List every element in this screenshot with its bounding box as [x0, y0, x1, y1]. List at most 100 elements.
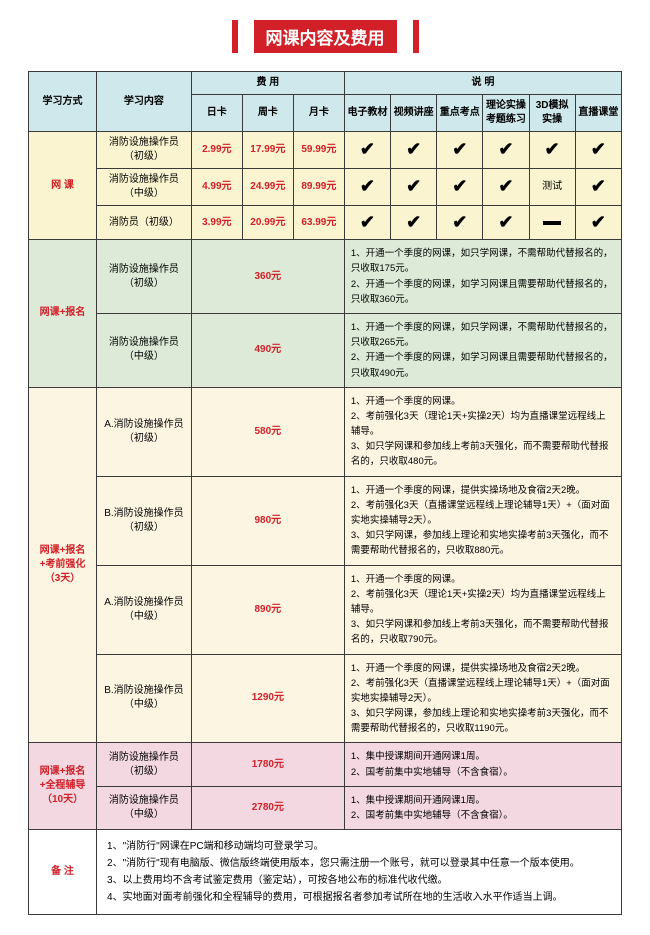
feat-cell: ✔: [344, 206, 390, 240]
hdr-content: 学习内容: [97, 72, 192, 132]
sec1-row: 消防设施操作员（中级）4.99元24.99元89.99元 ✔ ✔ ✔ ✔ 测试 ✔: [29, 169, 622, 206]
table-row: 消防设施操作员（中级）490元1、开通一个季度的网课，如只学网课，不需帮助代替报…: [29, 313, 622, 387]
check-icon: ✔: [360, 210, 375, 235]
table-row: B.消防设施操作员（初级）980元1、开通一个季度的网课，提供实操场地及食宿2天…: [29, 476, 622, 565]
section-label: 网课+报名: [29, 240, 97, 388]
check-icon: ✔: [406, 137, 421, 162]
price-month: 89.99元: [293, 169, 344, 206]
desc-cell: 1、开通一个季度的网课，提供实操场地及食宿2天2晚。 2、考前强化3天（直播课堂…: [344, 476, 621, 565]
check-icon: ✔: [498, 210, 513, 235]
pricing-table: 学习方式 学习内容 费 用 说 明 日卡 周卡 月卡 电子教材 视频讲座 重点考…: [28, 71, 622, 915]
feat-cell: 测试: [529, 169, 575, 206]
feat-cell: ✔: [391, 169, 437, 206]
content-cell: 消防员（初级）: [97, 206, 192, 240]
price-day: 3.99元: [191, 206, 242, 240]
hdr-f3: 理论实操考题练习: [483, 95, 529, 132]
check-icon: ✔: [360, 174, 375, 199]
price-merged: 980元: [191, 476, 344, 565]
desc-cell: 1、开通一个季度的网课。 2、考前强化3天（理论1天+实操2天）均为直播课堂远程…: [344, 565, 621, 654]
sec1-label: 网 课: [29, 132, 97, 240]
check-icon: ✔: [591, 174, 606, 199]
hdr-f1: 视频讲座: [391, 95, 437, 132]
desc-cell: 1、开通一个季度的网课，提供实操场地及食宿2天2晚。 2、考前强化3天（直播课堂…: [344, 654, 621, 743]
title-bar: 网课内容及费用: [28, 20, 622, 53]
section-label: 网课+报名+考前强化（3天）: [29, 387, 97, 743]
price-merged: 1290元: [191, 654, 344, 743]
hdr-f2: 重点考点: [437, 95, 483, 132]
feat-cell: ✔: [391, 206, 437, 240]
check-icon: ✔: [498, 174, 513, 199]
table-row: A.消防设施操作员（中级）890元1、开通一个季度的网课。 2、考前强化3天（理…: [29, 565, 622, 654]
check-icon: ✔: [452, 174, 467, 199]
hdr-f5: 直播课堂: [575, 95, 621, 132]
price-merged: 580元: [191, 387, 344, 476]
hdr-day: 日卡: [191, 95, 242, 132]
content-cell: 消防设施操作员（初级）: [97, 240, 192, 314]
remark-text: 1、"消防行"网课在PC端和移动端均可登录学习。 2、"消防行"现有电脑版、微信…: [97, 830, 622, 915]
check-icon: ✔: [452, 137, 467, 162]
remark-row: 备 注 1、"消防行"网课在PC端和移动端均可登录学习。 2、"消防行"现有电脑…: [29, 830, 622, 915]
feat-cell: ✔: [437, 132, 483, 169]
feat-cell: ✔: [483, 206, 529, 240]
check-icon: ✔: [360, 137, 375, 162]
price-day: 2.99元: [191, 132, 242, 169]
dash-icon: [543, 221, 561, 225]
content-cell: B.消防设施操作员（中级）: [97, 654, 192, 743]
check-icon: ✔: [452, 210, 467, 235]
table-row: 网课+报名+全程辅导（10天）消防设施操作员（初级）1780元1、集中授课期间开…: [29, 743, 622, 786]
feat-cell: ✔: [483, 169, 529, 206]
desc-cell: 1、集中授课期间开通网课1周。 2、国考前集中实地辅导（不含食宿）。: [344, 786, 621, 829]
desc-cell: 1、开通一个季度的网课，如只学网课，不需帮助代替报名的，只收取265元。 2、开…: [344, 313, 621, 387]
price-week: 20.99元: [242, 206, 293, 240]
hdr-f4: 3D模拟实操: [529, 95, 575, 132]
desc-cell: 1、开通一个季度的网课，如只学网课，不需帮助代替报名的，只收取175元。 2、开…: [344, 240, 621, 314]
price-day: 4.99元: [191, 169, 242, 206]
price-merged: 890元: [191, 565, 344, 654]
feat-cell: ✔: [344, 132, 390, 169]
table-row: B.消防设施操作员（中级）1290元1、开通一个季度的网课，提供实操场地及食宿2…: [29, 654, 622, 743]
feat-text: 测试: [542, 181, 562, 192]
desc-cell: 1、开通一个季度的网课。 2、考前强化3天（理论1天+实操2天）均为直播课堂远程…: [344, 387, 621, 476]
content-cell: 消防设施操作员（中级）: [97, 786, 192, 829]
hdr-f0: 电子教材: [344, 95, 390, 132]
hdr-month: 月卡: [293, 95, 344, 132]
price-merged: 1780元: [191, 743, 344, 786]
check-icon: ✔: [498, 137, 513, 162]
content-cell: 消防设施操作员（中级）: [97, 313, 192, 387]
sec1-row: 网 课消防设施操作员（初级）2.99元17.99元59.99元✔✔✔✔✔✔: [29, 132, 622, 169]
feat-cell: ✔: [575, 206, 621, 240]
price-month: 63.99元: [293, 206, 344, 240]
hdr-price-group: 费 用: [191, 72, 344, 95]
content-cell: A.消防设施操作员（中级）: [97, 565, 192, 654]
remark-label: 备 注: [29, 830, 97, 915]
check-icon: ✔: [406, 174, 421, 199]
price-merged: 2780元: [191, 786, 344, 829]
price-merged: 360元: [191, 240, 344, 314]
desc-cell: 1、集中授课期间开通网课1周。 2、国考前集中实地辅导（不含食宿）。: [344, 743, 621, 786]
feat-cell: ✔: [344, 169, 390, 206]
price-week: 17.99元: [242, 132, 293, 169]
feat-cell: ✔: [575, 132, 621, 169]
price-merged: 490元: [191, 313, 344, 387]
feat-cell: ✔: [483, 132, 529, 169]
header-row-1: 学习方式 学习内容 费 用 说 明: [29, 72, 622, 95]
hdr-week: 周卡: [242, 95, 293, 132]
sec1-row: 消防员（初级）3.99元20.99元63.99元 ✔ ✔ ✔ ✔ ✔: [29, 206, 622, 240]
content-cell: B.消防设施操作员（初级）: [97, 476, 192, 565]
content-cell: 消防设施操作员（中级）: [97, 169, 192, 206]
price-month: 59.99元: [293, 132, 344, 169]
page-title: 网课内容及费用: [242, 20, 409, 53]
feat-cell: ✔: [437, 169, 483, 206]
feat-cell: ✔: [391, 132, 437, 169]
content-cell: 消防设施操作员（初级）: [97, 132, 192, 169]
feat-cell: [529, 206, 575, 240]
feat-cell: ✔: [529, 132, 575, 169]
table-row: 网课+报名+考前强化（3天）A.消防设施操作员（初级）580元1、开通一个季度的…: [29, 387, 622, 476]
hdr-method: 学习方式: [29, 72, 97, 132]
feat-cell: ✔: [437, 206, 483, 240]
price-week: 24.99元: [242, 169, 293, 206]
section-label: 网课+报名+全程辅导（10天）: [29, 743, 97, 830]
content-cell: A.消防设施操作员（初级）: [97, 387, 192, 476]
check-icon: ✔: [591, 137, 606, 162]
check-icon: ✔: [591, 210, 606, 235]
